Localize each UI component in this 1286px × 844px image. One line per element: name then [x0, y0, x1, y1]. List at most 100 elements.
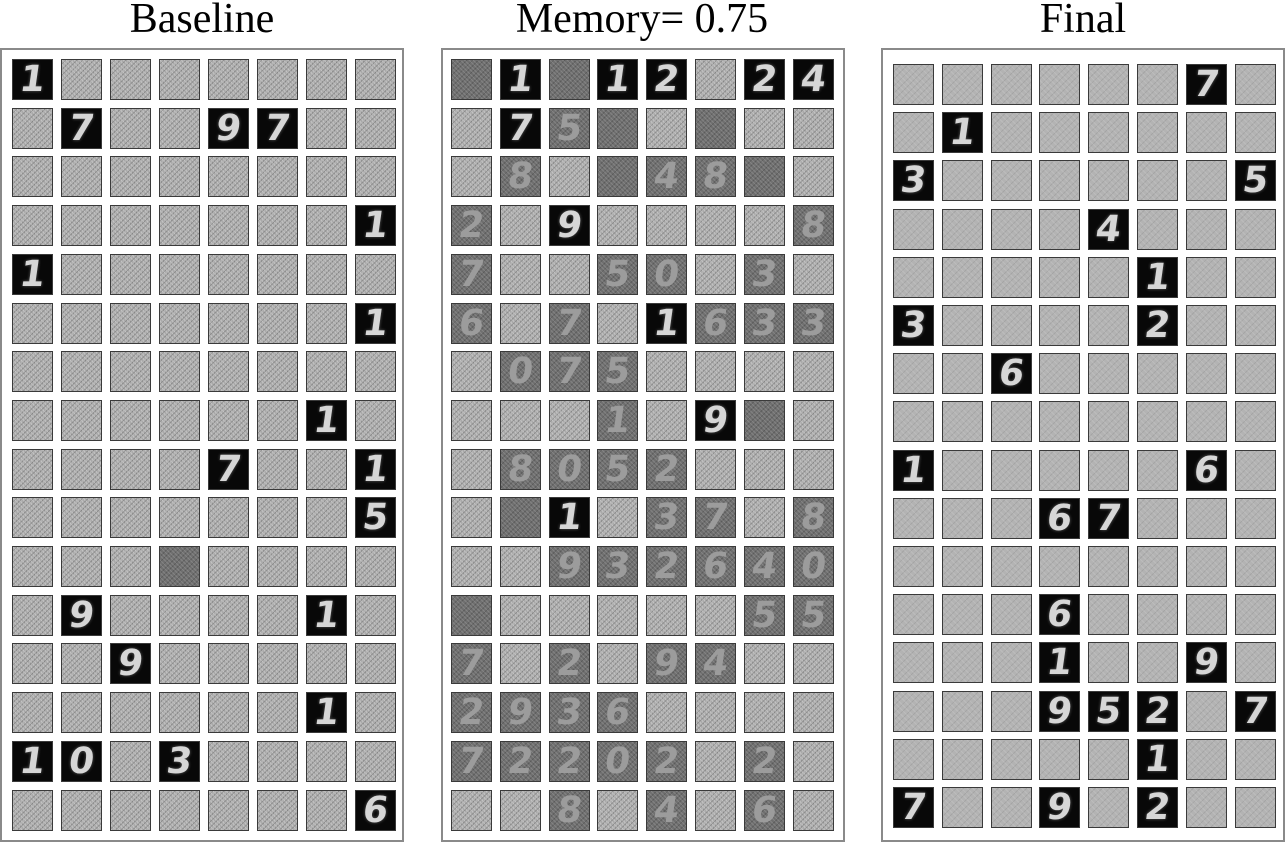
filter-tile: [159, 303, 200, 344]
panel-title-final: Final: [1039, 0, 1127, 42]
filter-tile: [1137, 401, 1178, 442]
filter-tile: 7: [257, 108, 298, 149]
digit-glyph: 6: [360, 790, 391, 831]
filter-tile: [500, 254, 541, 295]
filter-tile: [991, 305, 1032, 346]
filter-tile: 5: [549, 108, 590, 149]
filter-tile: [451, 400, 492, 441]
filter-tile: [991, 642, 1032, 683]
filter-tile: [549, 254, 590, 295]
filter-tile: [257, 497, 298, 538]
digit-glyph: 2: [651, 546, 682, 587]
filter-tile: 6: [1186, 450, 1227, 491]
filter-tile: 1: [306, 595, 347, 636]
filter-tile: [646, 692, 687, 733]
digit-glyph: 7: [1240, 691, 1271, 732]
filter-tile: [991, 546, 1032, 587]
filter-tile: [942, 691, 983, 732]
filter-tile: 2: [744, 59, 785, 100]
filter-tile: [306, 303, 347, 344]
filter-tile: [1235, 257, 1276, 298]
filter-tile: 2: [646, 449, 687, 490]
filter-tile: [793, 254, 834, 295]
digit-glyph: 5: [360, 497, 391, 538]
digit-glyph: 1: [1044, 642, 1075, 683]
filter-tile: 5: [744, 595, 785, 636]
filter-tile: 1: [1039, 642, 1080, 683]
filter-tile: [1186, 160, 1227, 201]
filter-tile: 1: [597, 59, 638, 100]
filter-tile: [12, 156, 53, 197]
filter-tile: [306, 449, 347, 490]
filter-tile: [893, 546, 934, 587]
filter-tile: 3: [893, 305, 934, 346]
filter-tile: [893, 209, 934, 250]
digit-glyph: 7: [554, 303, 585, 344]
filter-tile: [1137, 64, 1178, 105]
filter-tile: 1: [549, 497, 590, 538]
digit-glyph: 2: [1142, 305, 1173, 346]
digit-glyph: 7: [554, 351, 585, 392]
filter-tile: [597, 790, 638, 831]
filter-tile: [1039, 546, 1080, 587]
digit-glyph: 4: [651, 156, 682, 197]
filter-tile: [500, 595, 541, 636]
filter-tile: 8: [549, 790, 590, 831]
filter-tile: 9: [695, 400, 736, 441]
digit-glyph: 6: [996, 353, 1027, 394]
filter-tile: 9: [208, 108, 249, 149]
filter-tile: [991, 739, 1032, 780]
filter-tile: [451, 595, 492, 636]
filter-tile: [793, 400, 834, 441]
digit-glyph: 1: [360, 205, 391, 246]
filter-tile: 4: [1088, 209, 1129, 250]
filter-tile: 8: [793, 497, 834, 538]
filter-tile: [355, 400, 396, 441]
filter-tile: [110, 205, 151, 246]
filter-tile: [159, 156, 200, 197]
filter-tile: [306, 790, 347, 831]
filter-tile: [110, 351, 151, 392]
filter-tile: [1186, 112, 1227, 153]
digit-glyph: 5: [554, 108, 585, 149]
filter-tile: [1088, 305, 1129, 346]
filter-tile: 5: [1235, 160, 1276, 201]
digit-glyph: 1: [360, 449, 391, 490]
filter-tile: [1186, 594, 1227, 635]
filter-tile: 2: [549, 741, 590, 782]
digit-glyph: 1: [1142, 739, 1173, 780]
filter-tile: [306, 741, 347, 782]
digit-glyph: 0: [798, 546, 829, 587]
filter-tile: [1186, 353, 1227, 394]
filter-tile: [597, 156, 638, 197]
filter-tile: 2: [549, 643, 590, 684]
digit-glyph: 3: [898, 160, 929, 201]
filter-tile: [61, 156, 102, 197]
digit-glyph: 5: [602, 254, 633, 295]
filter-tile: [110, 303, 151, 344]
filter-tile: 8: [793, 205, 834, 246]
filter-tile: [306, 59, 347, 100]
filter-tile: [451, 790, 492, 831]
filter-tile: [1039, 353, 1080, 394]
filter-tile: [942, 594, 983, 635]
filter-tile: [12, 449, 53, 490]
filter-tile: 2: [646, 546, 687, 587]
filter-tile: [695, 351, 736, 392]
filter-tile: [1137, 498, 1178, 539]
filter-tile: [793, 108, 834, 149]
filter-tile: [257, 790, 298, 831]
filter-tile: [257, 156, 298, 197]
digit-glyph: 2: [651, 59, 682, 100]
filter-tile: [1235, 305, 1276, 346]
filter-tile: 5: [793, 595, 834, 636]
filter-tile: [110, 449, 151, 490]
filter-tile: [893, 691, 934, 732]
filter-tile: [110, 595, 151, 636]
filter-tile: [61, 643, 102, 684]
filter-tile: [12, 205, 53, 246]
filter-tile: [159, 59, 200, 100]
filter-tile: 7: [549, 303, 590, 344]
digit-glyph: 7: [213, 449, 244, 490]
filter-tile: [306, 156, 347, 197]
